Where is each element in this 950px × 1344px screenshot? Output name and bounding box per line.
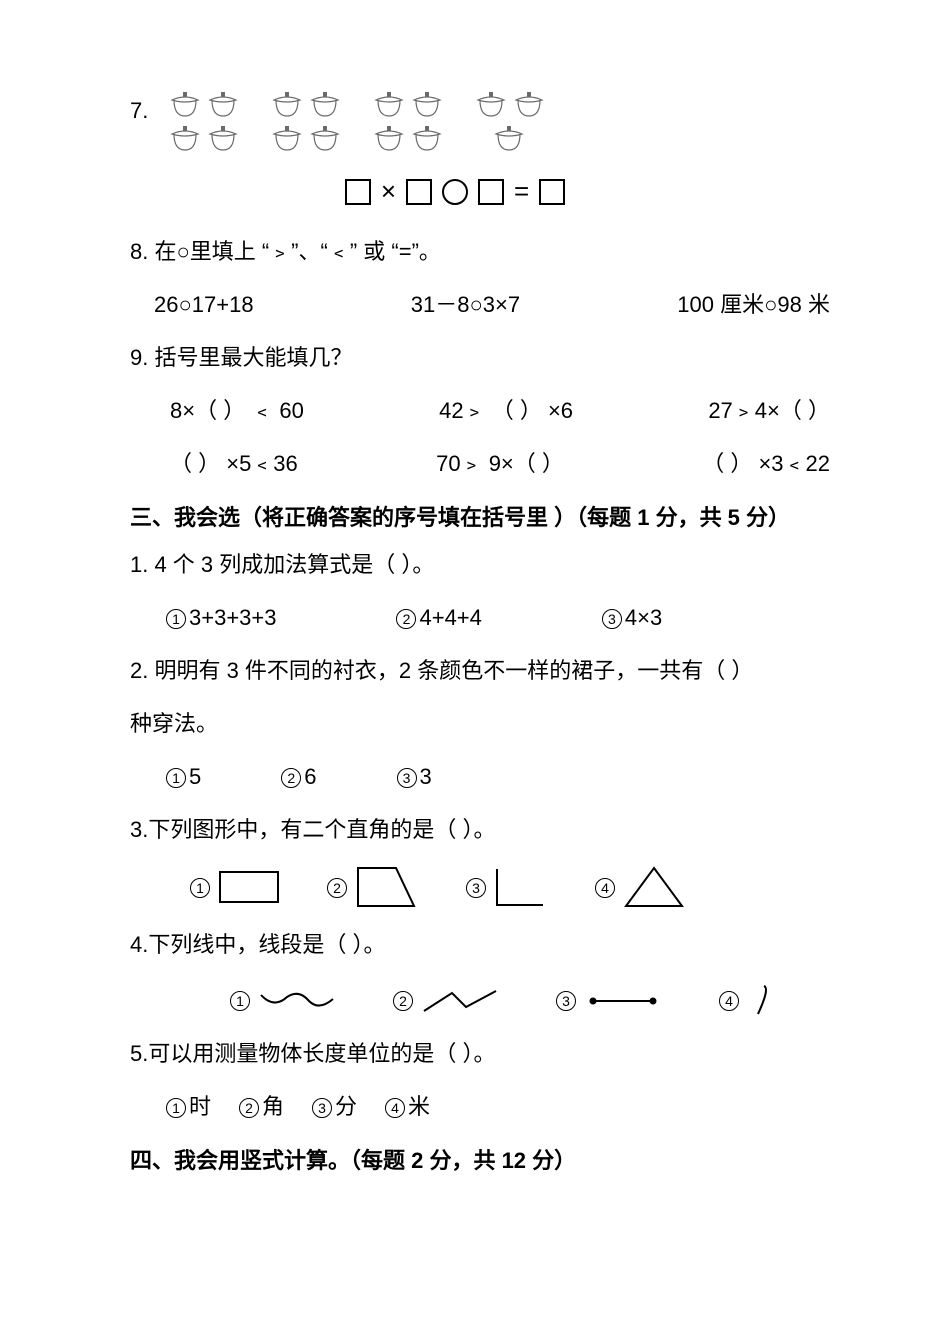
question-8: 8. 在○里填上 “﹥”、“﹤” 或 “=”。 — [130, 235, 840, 268]
section-3-heading: 三、我会选（将正确答案的序号填在括号里 ）（每题 1 分，共 5 分） — [130, 500, 840, 532]
times-sign: × — [381, 176, 396, 207]
shape-opt-2: 2 — [327, 866, 418, 910]
cup-icon — [168, 92, 202, 122]
cup-icon — [206, 126, 240, 156]
equals-sign: = — [514, 176, 529, 207]
s3q5-opt-4: 4米 — [385, 1090, 430, 1123]
s3q1-options: 13+3+3+3 24+4+4 34×3 — [130, 601, 840, 634]
cup-group — [372, 126, 444, 156]
s3q5-opt-2: 2角 — [239, 1090, 284, 1123]
cup-icon — [308, 92, 342, 122]
q7-equation: × = — [130, 176, 840, 207]
s3-question-5: 5.可以用测量物体长度单位的是（ ）。 — [130, 1037, 840, 1070]
cup-icon — [512, 92, 546, 122]
s3q1-opt-3: 34×3 — [602, 601, 662, 634]
q9-r2-c: （ ） ×3﹤22 — [702, 447, 830, 480]
blank-box-icon — [539, 179, 565, 205]
cup-icon — [270, 92, 304, 122]
shape-opt-3: 3 — [466, 867, 547, 909]
q9-row-1: 8×（ ） ﹤ 60 42﹥ （ ） ×6 27﹥4×（ ） — [130, 394, 840, 427]
shape-opt-1: 1 — [190, 871, 279, 905]
cup-group — [492, 126, 526, 156]
line-opt-2: 2 — [393, 987, 500, 1015]
segment-icon — [585, 989, 663, 1013]
s3q2-options: 15 26 33 — [130, 760, 840, 793]
s3-question-3: 3.下列图形中，有二个直角的是（ ）。 — [130, 813, 840, 846]
q9-r1-a: 8×（ ） ﹤ 60 — [170, 394, 304, 427]
cup-group — [168, 126, 240, 156]
polyline-icon — [422, 987, 500, 1015]
section-4-heading: 四、我会用竖式计算。（每题 2 分，共 12 分） — [130, 1143, 840, 1175]
shape-opt-4: 4 — [595, 866, 686, 910]
s3q3-shapes: 1 2 3 4 — [130, 862, 840, 914]
blank-box-icon — [345, 179, 371, 205]
s3q1-opt-2: 24+4+4 — [396, 601, 481, 634]
cups-figure — [168, 92, 546, 156]
q8-expr-b: 31－8○3×7 — [411, 288, 520, 321]
question-9: 9. 括号里最大能填几？ — [130, 341, 840, 374]
s3-question-4: 4.下列线中，线段是（ ）。 — [130, 928, 840, 961]
cup-group — [168, 92, 240, 122]
cup-icon — [372, 126, 406, 156]
s3-question-2-line2: 种穿法。 — [130, 707, 840, 740]
cup-icon — [410, 126, 444, 156]
s3q1-opt-1: 13+3+3+3 — [166, 601, 276, 634]
q9-row-2: （ ） ×5﹤36 70﹥ 9×（ ） （ ） ×3﹤22 — [130, 447, 840, 480]
line-opt-3: 3 — [556, 989, 663, 1013]
q8-expressions: 26○17+18 31－8○3×7 100 厘米○98 米 — [130, 288, 840, 321]
cup-icon — [270, 126, 304, 156]
q7-number: 7. — [130, 92, 148, 124]
line-opt-4: 4 — [719, 984, 778, 1018]
s3-question-1: 1. 4 个 3 列成加法算式是（ ）。 — [130, 548, 840, 581]
q9-r2-a: （ ） ×5﹤36 — [170, 447, 298, 480]
q9-r2-b: 70﹥ 9×（ ） — [436, 447, 564, 480]
blank-box-icon — [406, 179, 432, 205]
cup-group — [474, 92, 546, 122]
triangle-icon — [624, 866, 686, 910]
cup-icon — [492, 126, 526, 156]
right-angle-icon — [495, 867, 547, 909]
cup-icon — [474, 92, 508, 122]
trapezoid-icon — [356, 866, 418, 910]
s3-question-2-line1: 2. 明明有 3 件不同的衬衣，2 条颜色不一样的裙子，一共有（ ） — [130, 654, 840, 687]
s3q5-opt-3: 3分 — [312, 1090, 357, 1123]
line-opt-1: 1 — [230, 987, 337, 1015]
s3q4-lines: 1 2 3 4 — [130, 981, 840, 1021]
cup-group — [372, 92, 444, 122]
question-7: 7. — [130, 92, 840, 156]
cup-group — [270, 126, 342, 156]
blank-box-icon — [478, 179, 504, 205]
cup-icon — [308, 126, 342, 156]
cup-icon — [410, 92, 444, 122]
s3q2-opt-3: 33 — [397, 760, 432, 793]
s3q2-opt-1: 15 — [166, 760, 201, 793]
cup-icon — [206, 92, 240, 122]
rectangle-icon — [219, 871, 279, 905]
s3q2-opt-2: 26 — [281, 760, 316, 793]
q9-r1-c: 27﹥4×（ ） — [708, 394, 830, 427]
q8-expr-a: 26○17+18 — [154, 288, 254, 321]
arc-icon — [748, 984, 778, 1018]
s3q5-options: 1时 2角 3分 4米 — [130, 1090, 840, 1123]
curvy-line-icon — [259, 987, 337, 1015]
operation-circle-icon — [442, 179, 468, 205]
cup-group — [270, 92, 342, 122]
s3q5-opt-1: 1时 — [166, 1090, 211, 1123]
q9-r1-b: 42﹥ （ ） ×6 — [439, 394, 573, 427]
cup-icon — [372, 92, 406, 122]
cup-icon — [168, 126, 202, 156]
q8-expr-c: 100 厘米○98 米 — [677, 288, 830, 321]
